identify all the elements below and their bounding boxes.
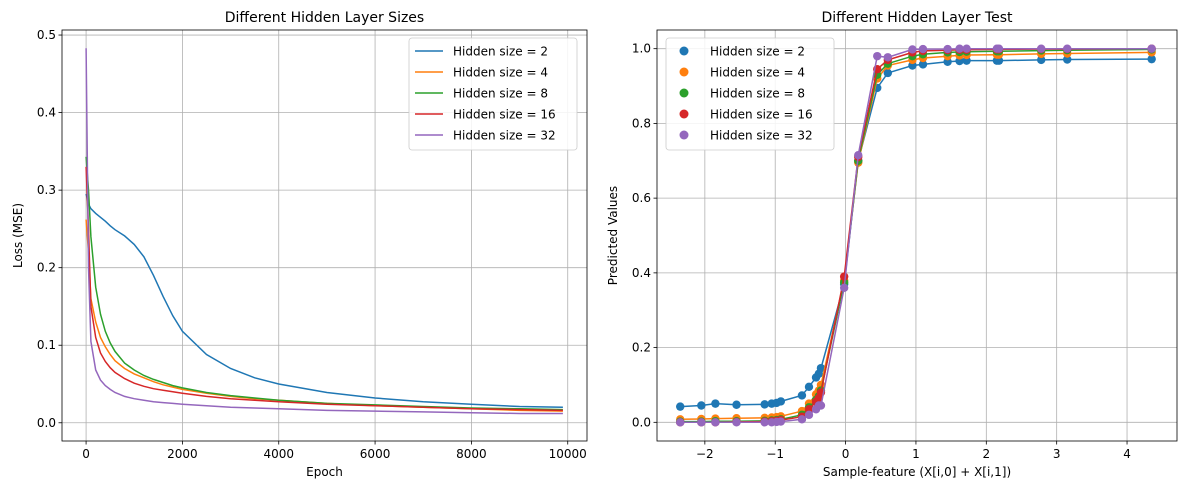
legend-label: Hidden size = 2 — [453, 45, 548, 59]
legend: Hidden size = 2 Hidden size = 4 Hidden siz… — [665, 37, 835, 151]
data-point — [776, 397, 786, 406]
legend-box — [665, 37, 835, 151]
legend-label: Hidden size = 16 — [710, 108, 813, 122]
data-point — [732, 418, 741, 427]
data-point — [943, 44, 952, 54]
x-tick-label: 8000 — [456, 447, 487, 461]
data-point — [760, 400, 769, 409]
x-axis-label: Epoch — [306, 465, 343, 479]
legend-marker — [679, 88, 689, 98]
series-line-5 — [85, 48, 563, 415]
x-tick-label: 3 — [1053, 447, 1061, 461]
x-tick-label: −1 — [766, 447, 784, 461]
legend-label: Hidden size = 8 — [453, 87, 548, 101]
legend-marker — [679, 109, 689, 119]
data-point — [816, 401, 826, 410]
data-point — [711, 399, 720, 408]
data-point — [883, 68, 892, 78]
y-tick-label: 0.6 — [632, 191, 651, 205]
y-tick-label: 0.5 — [37, 28, 56, 42]
axes-frame — [656, 29, 1178, 442]
data-point — [839, 283, 849, 293]
data-point — [883, 53, 892, 62]
data-point — [732, 400, 741, 409]
series-line-1 — [85, 193, 563, 409]
data-point — [1063, 44, 1072, 53]
data-point — [711, 418, 720, 427]
data-point — [804, 410, 814, 420]
chart-title: Different Hidden Layer Sizes — [225, 10, 424, 26]
data-point — [676, 402, 685, 411]
x-tick-label: 2 — [982, 447, 990, 461]
x-tick-label: 4000 — [263, 447, 294, 461]
data-point — [697, 418, 706, 427]
loss-chart-panel: 0 2000 4000 6000 8000 10000 0.0 0.1 0.2 0.3 0.4 0.5… — [11, 10, 588, 479]
legend-label: Hidden size = 8 — [710, 87, 805, 101]
legend-label: Hidden size = 4 — [453, 66, 548, 80]
prediction-chart-panel: −2 −1 0 1 2 3 4 0.0 0.2 0.4 0.6 0.8 1.0 Different Hid… — [606, 10, 1178, 479]
y-tick-label: 0.2 — [37, 261, 56, 275]
data-point — [994, 44, 1004, 53]
plot-area — [85, 48, 563, 415]
series-line-4 — [85, 166, 563, 412]
data-point — [676, 418, 685, 427]
x-tick-label: 0 — [842, 447, 850, 461]
legend-box — [408, 37, 578, 151]
y-tick-label: 0.0 — [37, 416, 56, 430]
y-tick-label: 0.0 — [632, 415, 651, 429]
x-tick-label: 2000 — [167, 447, 198, 461]
data-point — [918, 44, 928, 54]
x-tick-label: 4 — [1123, 447, 1131, 461]
legend-label: Hidden size = 4 — [710, 66, 805, 80]
series-line-2 — [85, 219, 563, 412]
data-point — [760, 418, 769, 427]
data-point — [804, 382, 814, 392]
chart-title: Different Hidden Layer Test — [822, 10, 1013, 26]
data-point — [918, 60, 928, 69]
data-point — [873, 51, 882, 61]
y-axis-label: Loss (MSE) — [11, 203, 25, 268]
data-point — [697, 401, 706, 410]
y-tick-label: 0.8 — [632, 116, 651, 130]
data-point — [776, 417, 786, 426]
data-point — [854, 150, 863, 160]
data-point — [797, 391, 807, 400]
legend-label: Hidden size = 16 — [453, 108, 556, 122]
data-point — [1147, 54, 1156, 64]
x-axis-label: Sample-feature (X[i,0] + X[i,1]) — [823, 465, 1011, 479]
x-tick-label: 1 — [912, 447, 920, 461]
y-tick-label: 0.4 — [632, 266, 651, 280]
data-point — [955, 44, 964, 53]
y-tick-label: 1.0 — [632, 42, 651, 56]
data-point — [1036, 55, 1046, 65]
x-tick-label: 0 — [82, 447, 90, 461]
data-point — [1147, 44, 1156, 53]
legend-label: Hidden size = 32 — [453, 129, 556, 143]
axes-frame — [61, 29, 588, 442]
data-point — [816, 363, 826, 373]
legend-label: Hidden size = 2 — [710, 45, 805, 59]
data-point — [962, 44, 971, 53]
y-tick-label: 0.4 — [37, 106, 56, 120]
y-tick-label: 0.3 — [37, 183, 56, 197]
data-point — [1036, 44, 1046, 53]
y-axis-label: Predicted Values — [606, 186, 620, 285]
x-tick-label: −2 — [696, 447, 714, 461]
data-point — [908, 45, 917, 54]
x-tick-label: 6000 — [360, 447, 391, 461]
legend: Hidden size = 2 Hidden size = 4 Hidden siz… — [408, 37, 578, 151]
y-tick-label: 0.2 — [632, 341, 651, 355]
plot-area — [676, 44, 1156, 427]
legend-marker — [679, 46, 689, 56]
y-tick-label: 0.1 — [37, 338, 56, 352]
legend-label: Hidden size = 32 — [710, 129, 813, 143]
x-tick-label: 10000 — [549, 447, 587, 461]
legend-marker — [679, 67, 689, 77]
data-point — [1063, 55, 1072, 64]
series-line-3 — [85, 156, 563, 411]
data-point — [839, 272, 849, 281]
legend-marker — [679, 130, 689, 140]
data-point — [797, 415, 807, 424]
